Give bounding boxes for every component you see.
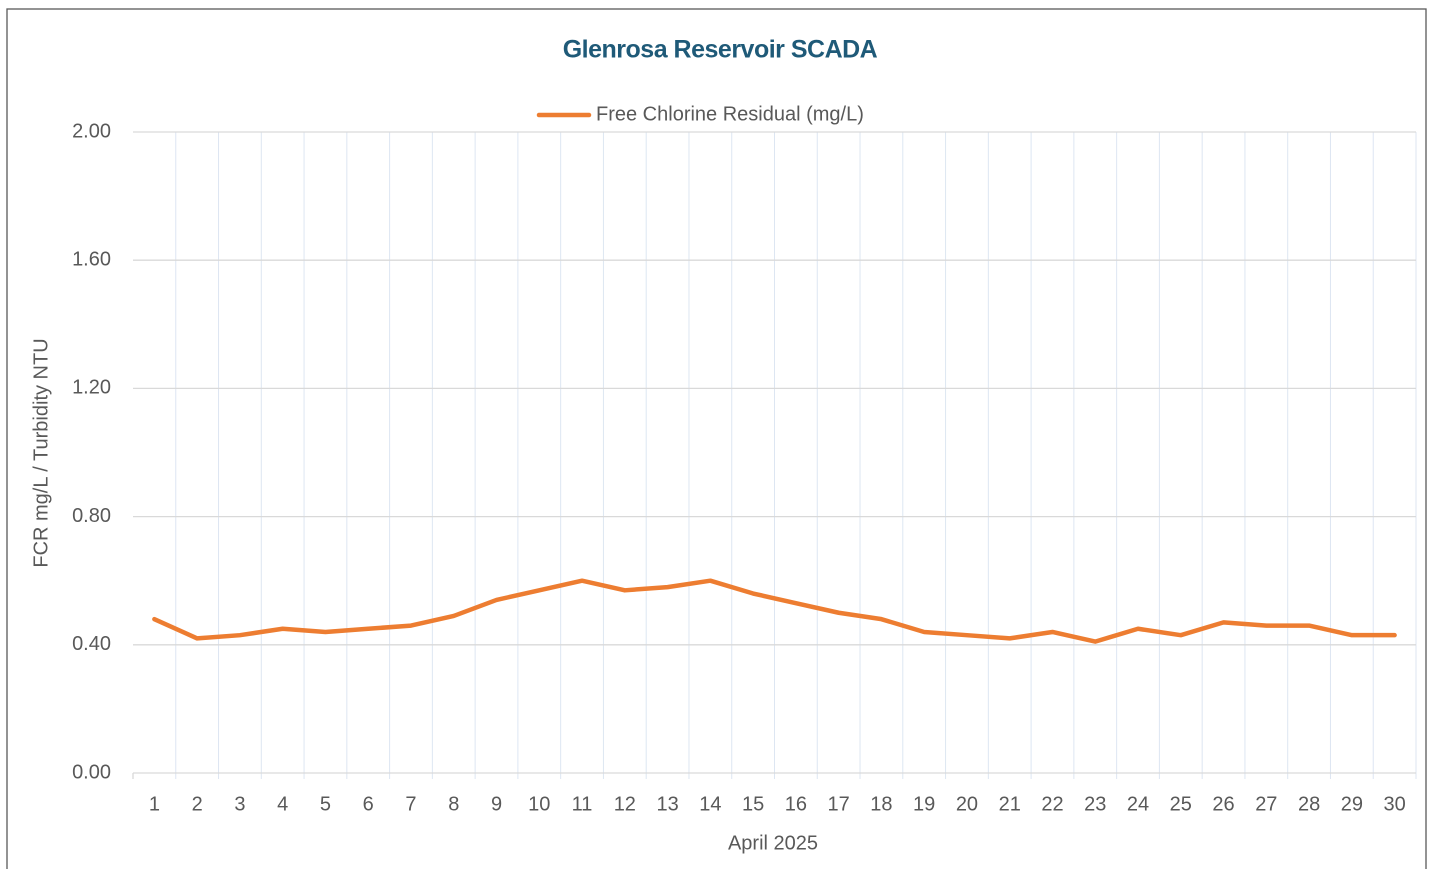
legend-label: Free Chlorine Residual (mg/L): [596, 103, 864, 125]
x-tick-label: 3: [234, 793, 245, 815]
x-tick-label: 27: [1255, 793, 1277, 815]
y-tick-label: 0.40: [72, 633, 111, 655]
x-tick-label: 7: [405, 793, 416, 815]
x-tick-label: 12: [614, 793, 636, 815]
y-axis-label: FCR mg/L / Turbidity NTU: [30, 338, 52, 567]
data-line: [152, 578, 1397, 644]
x-tick-label: 30: [1383, 793, 1405, 815]
y-tick-label: 2.00: [72, 120, 111, 142]
x-tick-label: 10: [528, 793, 550, 815]
x-tick-label: 25: [1170, 793, 1192, 815]
x-tick-label: 14: [699, 793, 721, 815]
x-tick-label: 17: [828, 793, 850, 815]
x-tick-label: 13: [656, 793, 678, 815]
x-tick-label: 24: [1127, 793, 1149, 815]
x-tick-label: 6: [363, 793, 374, 815]
x-tick-label: 16: [785, 793, 807, 815]
chart-frame: [6, 8, 1427, 869]
x-tick-label: 1: [149, 793, 160, 815]
x-tick-label: 29: [1341, 793, 1363, 815]
x-tick-label: 20: [956, 793, 978, 815]
x-tick-label: 11: [572, 793, 593, 815]
x-axis-label: April 2025: [728, 832, 818, 854]
x-tick-label: 4: [277, 793, 288, 815]
x-tick-label: 19: [913, 793, 935, 815]
x-tick-label: 8: [448, 793, 459, 815]
x-tick-label: 5: [320, 793, 331, 815]
x-tick-label: 28: [1298, 793, 1320, 815]
chart-title: Glenrosa Reservoir SCADA: [563, 36, 878, 64]
x-tick-label: 15: [742, 793, 764, 815]
y-tick-label: 0.80: [72, 505, 111, 527]
x-tick-label: 9: [491, 793, 502, 815]
y-tick-label: 1.20: [72, 377, 111, 399]
x-tick-label: 23: [1084, 793, 1106, 815]
y-tick-label: 0.00: [72, 761, 111, 783]
x-tick-label: 21: [999, 793, 1021, 815]
x-tick-label: 22: [1041, 793, 1063, 815]
y-tick-label: 1.60: [72, 248, 111, 270]
x-tick-label: 18: [870, 793, 892, 815]
x-tick-label: 26: [1212, 793, 1234, 815]
x-tick-label: 2: [192, 793, 203, 815]
